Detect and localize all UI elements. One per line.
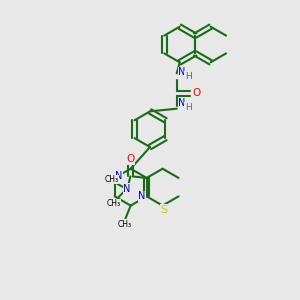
Text: O: O (126, 154, 134, 164)
Text: CH₃: CH₃ (105, 175, 119, 184)
Text: H: H (185, 72, 191, 81)
Text: S: S (160, 205, 168, 215)
Text: N: N (178, 68, 186, 77)
Text: H: H (185, 103, 191, 112)
Text: CH₃: CH₃ (118, 220, 132, 229)
Text: CH₃: CH₃ (106, 199, 121, 208)
Text: N: N (115, 171, 123, 181)
Text: N: N (178, 98, 186, 108)
Text: N: N (138, 191, 146, 201)
Text: N: N (123, 184, 130, 194)
Text: O: O (192, 88, 200, 98)
